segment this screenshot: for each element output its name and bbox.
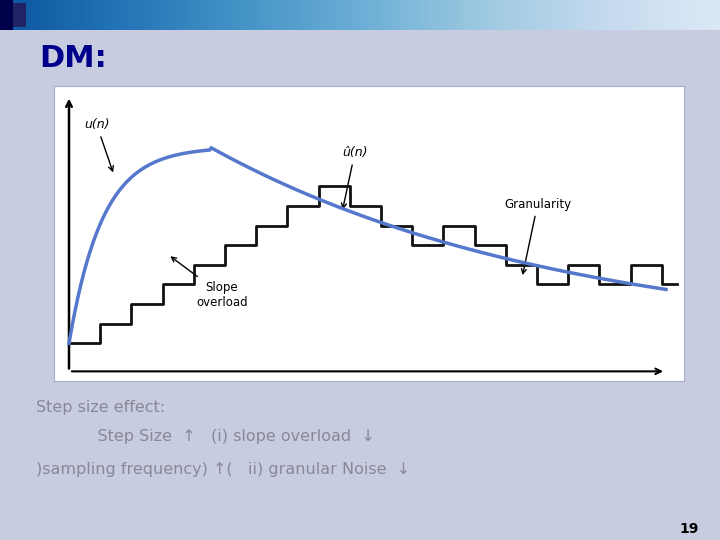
Text: û(n): û(n) [341, 146, 367, 208]
Text: )sampling frequency) ↑(   ii) granular Noise  ↓: )sampling frequency) ↑( ii) granular Noi… [36, 462, 410, 477]
Text: 19: 19 [679, 522, 698, 536]
Text: DM:: DM: [40, 44, 107, 73]
Text: u(n): u(n) [84, 118, 113, 171]
Bar [0, 0, 13, 30]
Text: Step size effect:: Step size effect: [36, 400, 165, 415]
Bar [13, 3, 26, 26]
Text: Step Size  ↑   (i) slope overload  ↓: Step Size ↑ (i) slope overload ↓ [36, 429, 374, 444]
Text: Granularity: Granularity [504, 198, 571, 274]
Text: Slope
overload: Slope overload [171, 257, 248, 309]
